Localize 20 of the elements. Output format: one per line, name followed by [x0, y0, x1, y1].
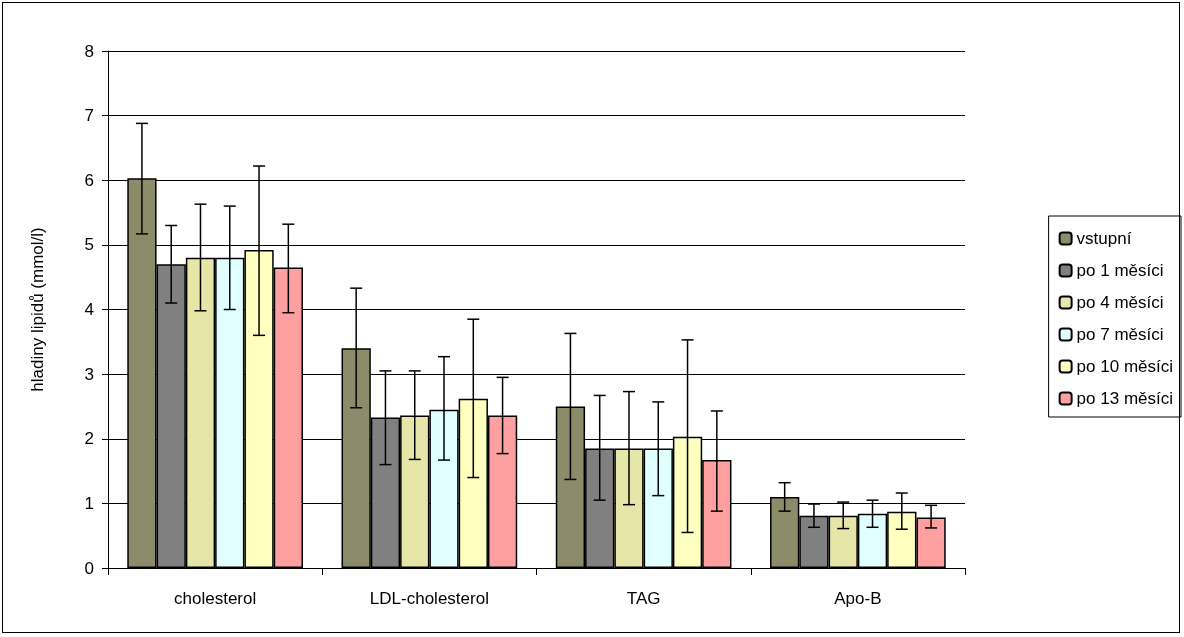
legend-label: po 7 měsíci [1076, 325, 1164, 344]
y-tick-label: 2 [84, 429, 94, 449]
legend-label: vstupní [1076, 229, 1132, 248]
y-tick-label: 3 [84, 364, 94, 384]
y-tick-label: 0 [84, 558, 94, 578]
x-tick-label: LDL-cholesterol [369, 589, 489, 608]
y-axis-title: hladiny lipidů (mmol/l) [28, 227, 47, 392]
y-tick-label: 1 [84, 493, 94, 513]
x-tick-label: Apo-B [834, 589, 882, 608]
y-tick-label: 7 [84, 106, 94, 126]
y-tick-label: 5 [84, 235, 94, 255]
y-tick-label: 6 [84, 170, 94, 190]
legend-label: po 1 měsíci [1076, 261, 1164, 280]
legend-label: po 10 měsíci [1076, 357, 1174, 376]
legend-label: po 4 měsíci [1076, 293, 1164, 312]
x-tick-label: cholesterol [174, 589, 257, 608]
x-tick-label: TAG [626, 589, 661, 608]
y-tick-label: 4 [84, 300, 94, 319]
legend-label: po 13 měsíci [1076, 389, 1174, 408]
y-tick-label: 8 [84, 41, 94, 61]
